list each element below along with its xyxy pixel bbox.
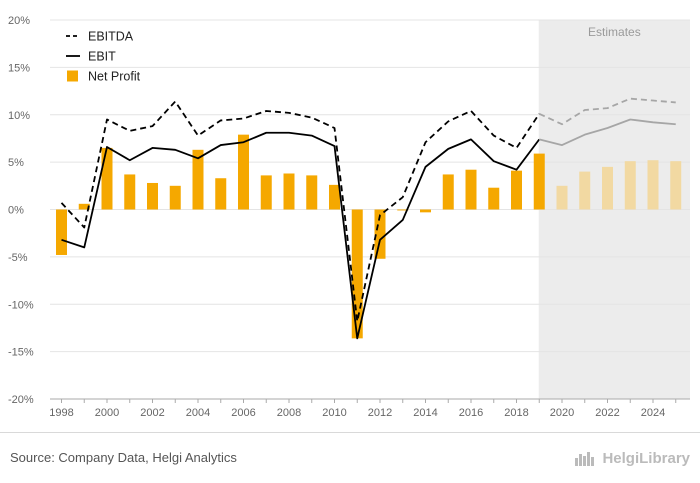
legend-label-net-profit: Net Profit	[88, 70, 141, 84]
x-tick-label: 2004	[186, 407, 210, 419]
x-tick-label: 2000	[95, 407, 119, 419]
x-tick-label: 2018	[504, 407, 528, 419]
net-profit-bar	[101, 147, 113, 210]
x-tick-label: 2014	[413, 407, 437, 419]
legend-label-ebit: EBIT	[88, 50, 116, 64]
net-profit-bar	[169, 185, 181, 210]
net-profit-bar	[647, 160, 659, 210]
y-tick-label: 20%	[8, 15, 30, 27]
net-profit-bar	[442, 174, 454, 210]
net-profit-bar	[329, 184, 340, 210]
net-profit-bar	[351, 209, 363, 339]
y-tick-label: 10%	[8, 110, 30, 122]
net-profit-bar	[602, 166, 613, 210]
x-tick-label: 1998	[49, 407, 73, 419]
net-profit-bar	[670, 161, 682, 210]
net-profit-bar	[511, 170, 522, 210]
net-profit-bar	[374, 209, 386, 259]
y-tick-label: -5%	[8, 252, 28, 264]
ebitda-line	[60, 100, 540, 323]
net-profit-bar	[420, 209, 431, 213]
x-tick-label: 2020	[550, 407, 574, 419]
net-profit-bar	[465, 169, 477, 210]
y-tick-label: -10%	[8, 299, 34, 311]
y-tick-label: -20%	[8, 394, 34, 406]
y-tick-label: -15%	[8, 347, 34, 359]
legend-label-ebitda: EBITDA	[88, 30, 134, 44]
x-tick-label: 2006	[231, 407, 255, 419]
net-profit-bar	[147, 182, 158, 210]
footer-divider	[0, 432, 700, 433]
y-tick-label: 0%	[8, 205, 24, 217]
net-profit-bar	[124, 174, 136, 210]
net-profit-bar	[556, 185, 568, 210]
x-tick-label: 2022	[595, 407, 619, 419]
ebit-line	[61, 131, 540, 340]
net-profit-bar	[215, 178, 227, 210]
net-profit-bar	[192, 149, 204, 210]
net-profit-bar	[56, 209, 67, 255]
net-profit-bar	[533, 153, 545, 210]
x-tick-label: 2008	[277, 407, 301, 419]
x-tick-label: 2024	[641, 407, 665, 419]
legend-swatch-net-profit	[67, 70, 78, 82]
ebit-estimate-line	[539, 118, 676, 146]
net-profit-bar	[78, 203, 90, 210]
net-profit-bar	[238, 134, 249, 210]
net-profit-bar	[624, 161, 636, 210]
y-tick-label: 5%	[8, 157, 24, 169]
library-logo-icon	[575, 452, 595, 466]
source-note: Source: Company Data, Helgi Analytics	[10, 450, 237, 465]
net-profit-bar	[260, 175, 272, 210]
brand-logo-text: HelgiLibrary	[602, 449, 690, 467]
net-profit-bar	[397, 209, 409, 211]
net-profit-bar	[579, 171, 591, 210]
brand-logo[interactable]: HelgiLibrary	[574, 448, 690, 468]
x-tick-label: 2010	[322, 407, 346, 419]
ebitda-estimate-line	[538, 97, 676, 126]
estimates-label: Estimates	[588, 25, 641, 39]
net-profit-bar	[306, 175, 318, 210]
net-profit-bar	[488, 187, 500, 210]
y-tick-label: 15%	[8, 62, 30, 74]
x-tick-label: 2012	[368, 407, 392, 419]
net-profit-bar	[283, 173, 295, 210]
x-tick-label: 2002	[140, 407, 164, 419]
x-tick-label: 2016	[459, 407, 483, 419]
